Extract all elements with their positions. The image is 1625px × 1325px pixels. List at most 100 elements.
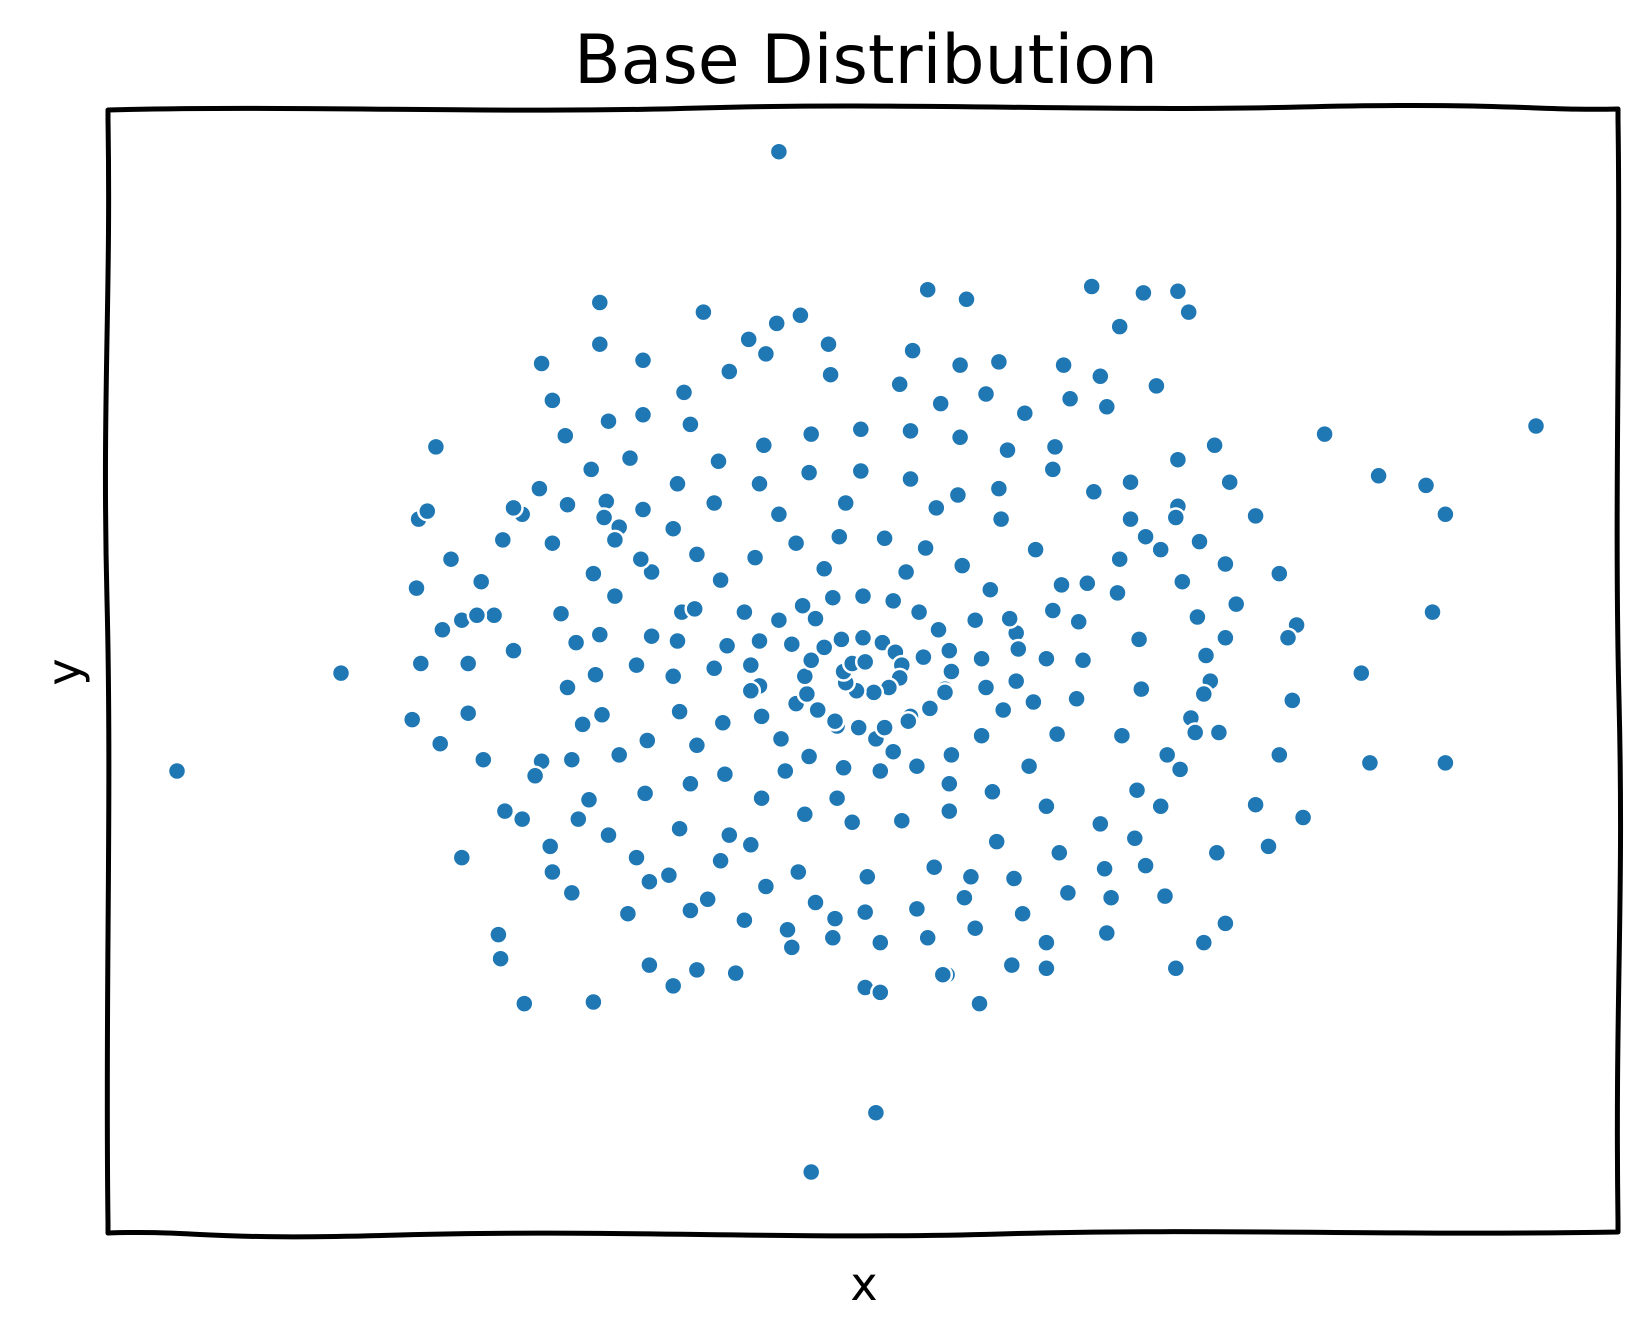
data-point (1314, 423, 1335, 445)
data-point (697, 889, 718, 910)
data-point (1059, 388, 1081, 410)
data-point (813, 558, 835, 580)
data-point (598, 824, 619, 846)
data-point (820, 364, 841, 385)
data-point (578, 789, 600, 811)
y-axis-label: y (37, 658, 91, 685)
data-point (824, 908, 846, 929)
data-point (768, 141, 790, 162)
data-point (919, 698, 941, 719)
data-point (1120, 471, 1141, 493)
data-point (432, 619, 453, 641)
data-point (1036, 796, 1057, 817)
data-point (960, 866, 982, 888)
data-point (755, 876, 777, 897)
data-point (749, 473, 770, 495)
data-point (555, 425, 576, 446)
data-point (1193, 683, 1215, 705)
data-point (451, 847, 473, 868)
data-point (988, 351, 1010, 373)
data-point (785, 532, 807, 554)
data-point (1036, 932, 1057, 953)
data-point (964, 609, 986, 631)
data-point (1051, 574, 1072, 596)
data-point (583, 563, 604, 584)
data-point (822, 927, 844, 949)
data-point (1156, 744, 1178, 766)
data-point (639, 871, 660, 892)
data-point (716, 635, 738, 657)
data-point (1109, 548, 1130, 570)
data-point (1422, 601, 1443, 623)
data-point (964, 917, 986, 939)
data-point (1525, 415, 1547, 437)
data-point (1292, 807, 1314, 828)
data-point (971, 725, 992, 746)
data-point (658, 864, 680, 886)
data-point (686, 544, 708, 565)
data-point (1368, 465, 1389, 487)
data-point (550, 603, 572, 624)
data-point (641, 561, 662, 583)
data-point (870, 760, 891, 782)
data-point (900, 420, 921, 442)
data-point (770, 728, 792, 750)
data-point (1036, 958, 1057, 979)
data-point (908, 601, 930, 623)
data-point (1167, 449, 1189, 470)
data-point (956, 289, 977, 310)
data-point (708, 451, 729, 472)
data-point (882, 741, 904, 762)
data-point (766, 313, 787, 334)
data-point (768, 609, 790, 631)
data-point (1435, 752, 1456, 774)
data-point (926, 497, 947, 519)
data-point (1100, 887, 1122, 908)
data-point (1206, 842, 1228, 864)
data-point (889, 374, 910, 395)
data-point (800, 423, 822, 445)
data-point (440, 548, 462, 570)
data-point (580, 459, 602, 480)
data-point (1042, 600, 1064, 621)
data-point (488, 924, 509, 945)
data-point (503, 640, 524, 661)
data-point (941, 661, 962, 682)
data-point (632, 499, 654, 520)
data-point (882, 590, 904, 612)
data-point (928, 619, 949, 641)
data-point (662, 518, 684, 539)
data-point (951, 555, 973, 576)
data-point (913, 646, 934, 668)
data-point (833, 757, 854, 779)
data-point (470, 571, 492, 592)
data-point (971, 648, 992, 669)
data-point (1096, 922, 1118, 944)
data-point (850, 460, 872, 482)
data-point (693, 301, 714, 323)
data-point (753, 435, 775, 456)
data-point (992, 699, 1014, 721)
data-point (572, 714, 593, 735)
data-point (166, 760, 188, 782)
data-point (807, 699, 828, 721)
data-point (632, 350, 654, 371)
data-point (923, 856, 945, 878)
data-point (539, 836, 561, 857)
data-point (1044, 436, 1066, 458)
data-point (514, 993, 535, 1014)
data-point (686, 959, 708, 981)
data-point (619, 447, 641, 469)
data-point (1057, 882, 1079, 904)
data-point (589, 333, 611, 355)
data-point (712, 712, 734, 734)
data-point (604, 585, 626, 607)
data-point (738, 329, 759, 350)
data-point (835, 492, 856, 514)
data-point (1012, 903, 1033, 924)
data-point (796, 683, 818, 705)
data-point (798, 462, 820, 483)
data-point (490, 948, 511, 969)
data-point (1435, 504, 1456, 525)
data-point (1128, 629, 1150, 650)
